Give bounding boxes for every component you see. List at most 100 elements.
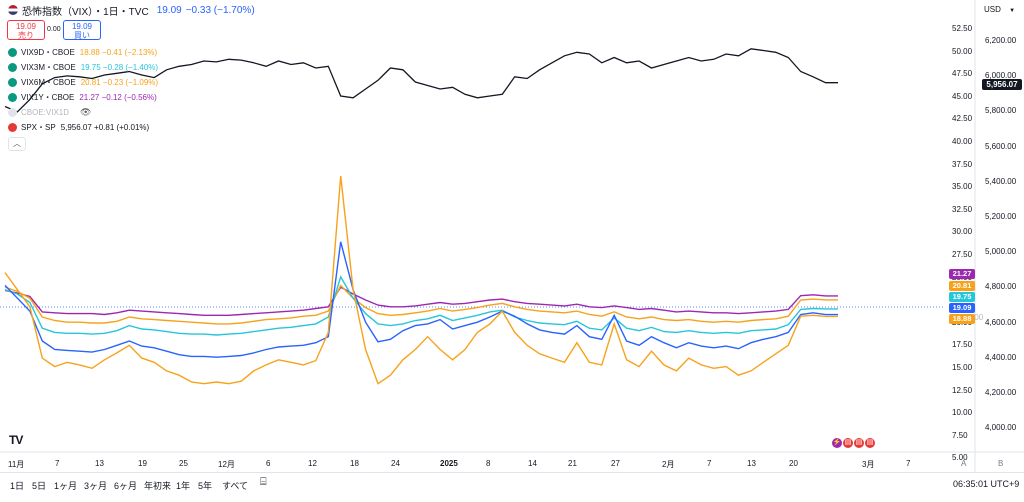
period-button[interactable]: 年初来 — [144, 481, 172, 491]
legend-status-icon — [8, 92, 17, 102]
us-flag-event-icon[interactable]: ▤ — [843, 438, 853, 448]
series-line-vix6m-cboe[interactable] — [4, 284, 838, 325]
time-tick-label: 3月 — [862, 460, 875, 469]
buy-price: 19.09 — [71, 22, 93, 31]
left-tick-label: 12.50 — [952, 385, 973, 395]
time-tick-label: 2月 — [662, 460, 675, 469]
time-tick-label: 11月 — [8, 460, 25, 469]
time-tick-label: 8 — [486, 459, 491, 468]
time-tick-label: 21 — [568, 459, 577, 468]
time-tick-label: 24 — [391, 459, 400, 468]
us-flag-event-icon[interactable]: ▤ — [865, 438, 875, 448]
eye-icon[interactable]: 👁 — [80, 106, 92, 117]
period-button[interactable]: 1日 — [10, 481, 25, 491]
legend-status-icon — [8, 47, 17, 57]
time-tick-label: 7 — [906, 459, 911, 468]
series-line-vix9d-cboe[interactable] — [4, 175, 838, 385]
left-tick-label: 30.00 — [952, 227, 973, 237]
right-tick-label: 4,000.00 — [985, 423, 1017, 433]
legend-value: 19.75 −0.28 (−1.40%) — [80, 62, 159, 72]
clock: 06:35:01 UTC+9 — [953, 479, 1020, 489]
left-tick-label: 40.00 — [952, 137, 973, 146]
series-line-spx-sp[interactable] — [4, 48, 838, 113]
time-tick-label: 19 — [138, 459, 147, 468]
period-button[interactable]: 1ヶ月 — [54, 481, 78, 491]
left-tick-label: 15.00 — [952, 363, 973, 372]
series-price-tag: 20.81 — [949, 281, 975, 291]
auto-scale-toggle[interactable]: A — [961, 459, 967, 468]
legend-status-icon — [8, 107, 17, 117]
period-button[interactable]: 5年 — [198, 481, 213, 491]
spread-value: 0.00 — [47, 26, 61, 33]
currency-label: USD — [984, 5, 1001, 14]
time-tick-label: 27 — [611, 459, 620, 468]
lightning-event-icon[interactable]: ⚡ — [832, 438, 842, 448]
left-tick-label: 52.50 — [952, 24, 973, 33]
chevron-up-icon[interactable]: ︿ — [8, 137, 26, 151]
legend-status-icon — [8, 62, 17, 72]
time-tick-label: 7 — [707, 459, 712, 468]
last-change: −0.33 (−1.70%) — [185, 4, 255, 16]
right-tick-label: 5,600.00 — [985, 141, 1017, 151]
right-tick-label: 5,400.00 — [985, 176, 1017, 186]
left-tick-label: 35.00 — [952, 182, 973, 192]
time-tick-label: 2025 — [440, 459, 458, 468]
left-tick-label: 42.50 — [952, 114, 973, 124]
legend-name: VIX1Y・CBOE — [21, 92, 75, 102]
series-price-tag: 21.27 — [949, 269, 975, 279]
sell-button[interactable]: 19.09 売り — [7, 20, 45, 40]
compare-icon[interactable]: ⌸ — [260, 476, 267, 488]
legend-value: 5,956.07 +0.81 (+0.01%) — [60, 122, 150, 132]
left-tick-label: 27.50 — [952, 250, 973, 259]
left-tick-label: 37.50 — [952, 159, 973, 169]
legend-item-vix1y[interactable]: VIX1Y・CBOE 21.27 −0.12 (−0.56%) — [8, 90, 157, 104]
us-flag-event-icon[interactable]: ▤ — [854, 438, 864, 448]
left-tick-label: 7.50 — [952, 430, 968, 440]
right-tick-label: 4,800.00 — [985, 282, 1017, 292]
log-scale-toggle[interactable]: B — [998, 459, 1004, 468]
left-tick-label: 47.50 — [952, 69, 973, 79]
right-tick-label: 5,200.00 — [985, 212, 1017, 221]
right-tick-label: 5,000.00 — [985, 247, 1017, 257]
us-flag-icon — [8, 5, 18, 15]
left-tick-label: 10.00 — [952, 408, 973, 418]
left-tick-label: 45.00 — [952, 91, 973, 101]
series-line-vix[interactable] — [4, 241, 838, 358]
series-layer — [4, 48, 838, 385]
series-price-tag: 19.75 — [949, 292, 975, 302]
period-button[interactable]: 1年 — [176, 481, 191, 491]
tradingview-logo[interactable]: TV — [9, 433, 23, 447]
time-tick-label: 18 — [350, 459, 359, 468]
series-line-vix3m-cboe[interactable] — [4, 275, 838, 336]
time-tick-label: 25 — [179, 459, 188, 468]
legend-item-vix9d[interactable]: VIX9D・CBOE 18.88 −0.41 (−2.13%) — [8, 45, 157, 59]
chart-title-row[interactable]: 恐怖指数（VIX）・1日・TVC 19.09 −0.33 (−1.70%) — [8, 3, 255, 18]
legend-value: 21.27 −0.12 (−0.56%) — [79, 92, 157, 102]
right-tick-label: 4,200.00 — [985, 388, 1017, 397]
legend-name: SPX・SP — [21, 122, 56, 132]
buy-button[interactable]: 19.09 買い — [63, 20, 101, 40]
series-price-tag: 18.88 — [949, 314, 975, 324]
period-button[interactable]: 3ヶ月 — [84, 481, 108, 491]
currency-selector[interactable]: USD ▼ — [979, 3, 1021, 17]
right-tick-label: 6,200.00 — [985, 36, 1017, 45]
legend-status-icon — [8, 77, 17, 87]
series-line-vix1y-cboe[interactable] — [4, 286, 838, 316]
legend-item-vix6m[interactable]: VIX6M・CBOE 20.81 −0.23 (−1.09%) — [8, 75, 158, 89]
time-tick-label: 12 — [308, 459, 317, 468]
period-button[interactable]: 6ヶ月 — [114, 481, 138, 491]
legend-item-vix3m[interactable]: VIX3M・CBOE 19.75 −0.28 (−1.40%) — [8, 60, 158, 74]
legend-item-spx[interactable]: SPX・SP 5,956.07 +0.81 (+0.01%) — [8, 120, 149, 134]
time-tick-label: 12月 — [218, 460, 235, 469]
chevron-down-icon: ▼ — [1009, 8, 1016, 14]
period-button[interactable]: 5日 — [32, 481, 47, 491]
right-tick-label: 6,000.00 — [985, 71, 1017, 81]
time-tick-label: 7 — [55, 459, 60, 468]
series-price-tag: 19.09 — [949, 303, 975, 313]
period-button[interactable]: すべて — [222, 481, 249, 491]
left-tick-label: 50.00 — [952, 46, 973, 56]
legend-value: 20.81 −0.23 (−1.09%) — [80, 77, 159, 87]
time-tick-label: 14 — [528, 459, 537, 468]
legend-item-vix1d[interactable]: CBOE:VIX1D 👁 — [8, 105, 91, 119]
